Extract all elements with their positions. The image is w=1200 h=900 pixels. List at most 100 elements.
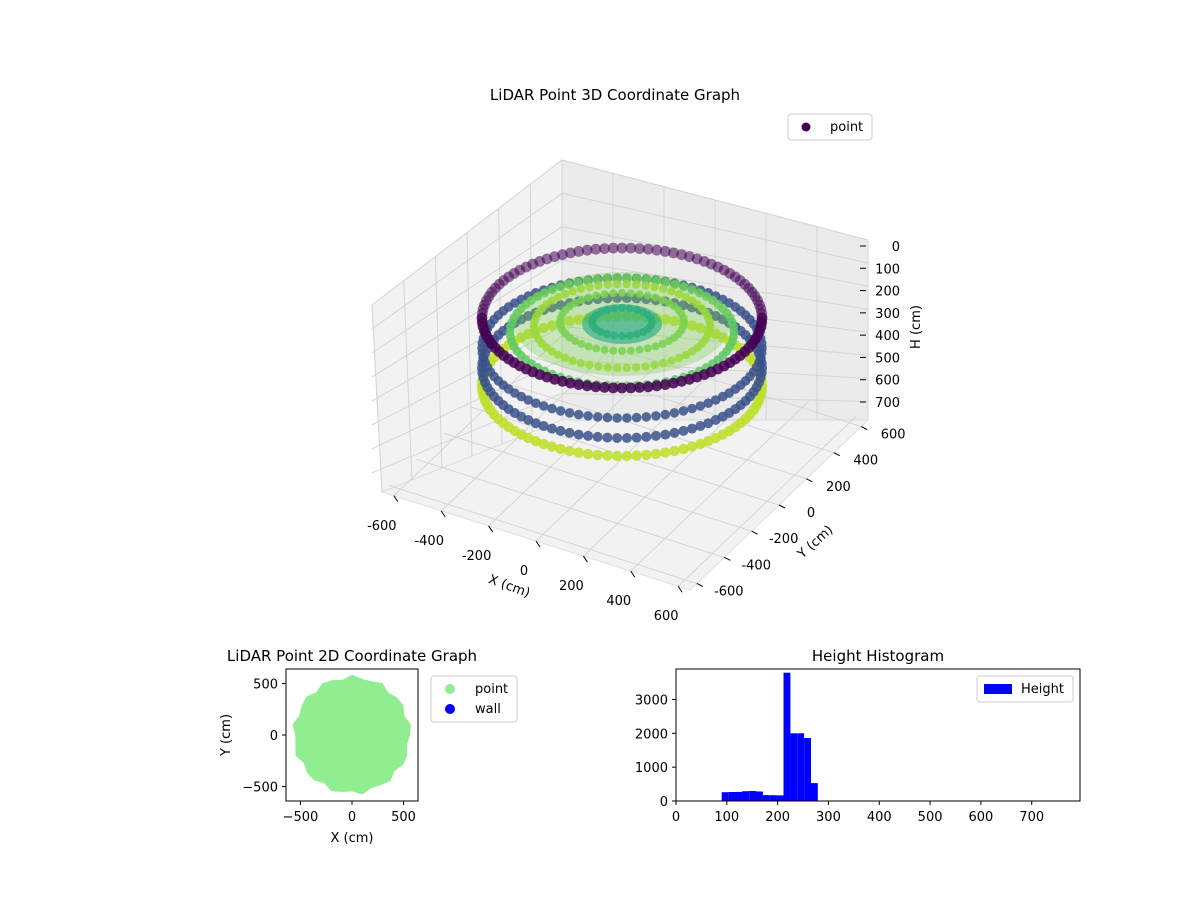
grid-line-leftwall-2 [434, 256, 443, 469]
x-tick-mark-0 [393, 495, 399, 503]
hist-x-tick-label-0: 0 [672, 810, 680, 825]
point-3d-546 [659, 246, 671, 257]
point-3d-15 [686, 441, 698, 452]
point-3d-407 [635, 345, 644, 354]
histogram-bar-3 [742, 791, 750, 801]
grid-line-z-left-2 [371, 226, 563, 354]
point-3d-378 [568, 287, 577, 296]
point-3d-105 [687, 423, 697, 434]
x-tick-mark-1 [440, 510, 446, 518]
point-3d-377 [560, 289, 570, 299]
x2d-tick-label-1: 0 [348, 810, 356, 825]
histogram-bar-2 [735, 791, 743, 801]
point-3d-203 [612, 413, 622, 423]
hist-y-tick-label-0: 0 [660, 795, 668, 810]
point-3d-102 [710, 415, 721, 425]
point-3d-381 [594, 281, 603, 290]
x-tick-mark-6 [677, 585, 683, 593]
point-3d-410 [609, 346, 618, 355]
y2d-tick-label-0: −500 [242, 781, 278, 796]
point-3d-118 [564, 427, 575, 438]
point-3d-106 [678, 425, 689, 436]
x-tick-label-6: 600 [654, 609, 679, 624]
chart-3d-points [476, 242, 768, 462]
grid-line-z-left-4 [371, 292, 563, 402]
histogram-legend-label: Height [1021, 682, 1064, 697]
grid-line-z-left-7 [371, 392, 563, 474]
point-3d-73 [669, 315, 680, 327]
hist-x-tick-label-2: 200 [765, 810, 790, 825]
point-3d-489 [634, 382, 645, 393]
point-3d-385 [632, 280, 641, 289]
histogram-bar-6 [762, 795, 770, 801]
point-3d-427 [584, 293, 593, 302]
chart-2d: LiDAR Point 2D Coordinate Graph −500 0 500… [219, 647, 518, 846]
x-tick-label-3: 0 [520, 564, 528, 579]
point-3d-316 [555, 282, 565, 292]
point-3d-492 [607, 382, 619, 394]
point-3d-62 [564, 315, 575, 327]
point-3d-center-fill [582, 304, 662, 344]
chart-3d-legend: point [787, 113, 873, 141]
point-3d-210 [547, 403, 557, 414]
point-3d-542 [625, 242, 637, 254]
y-tick-label-0: -600 [714, 584, 744, 599]
point-3d-360 [568, 356, 577, 365]
point-3d-485 [668, 377, 679, 389]
chart-3d-legend-label: point [830, 120, 863, 135]
point-3d-494 [590, 381, 602, 393]
point-3d-543 [634, 243, 645, 255]
point-3d-491 [616, 382, 628, 394]
point-3d-314 [540, 288, 550, 298]
histogram-legend-frame [976, 675, 1074, 703]
hist-x-tick-label-4: 400 [867, 810, 892, 825]
y2d-tick-label-2: 500 [253, 677, 278, 692]
x-tick-mark-2 [488, 525, 494, 533]
point-3d-348 [674, 353, 684, 363]
point-3d-117 [573, 429, 584, 440]
point-3d-26 [582, 448, 594, 460]
point-3d-122 [530, 418, 541, 429]
histogram-legend-swatch [984, 684, 1012, 694]
x-tick-label-0: -600 [367, 519, 397, 534]
point-3d-76 [695, 322, 706, 334]
point-3d-495 [581, 380, 593, 392]
z-tick-label-6: 600 [875, 374, 900, 389]
point-3d-111 [631, 432, 642, 443]
point-3d-75 [686, 320, 698, 331]
chart-2d-legend-wall-marker [445, 704, 455, 714]
point-3d-433 [635, 290, 644, 299]
point-3d-412 [592, 344, 601, 353]
z-tick-label-5: 500 [875, 351, 900, 366]
y-tick-label-5: 400 [853, 454, 878, 469]
point-3d-29 [555, 443, 566, 455]
point-3d-358 [585, 360, 594, 370]
chart-2d-xlabel: X (cm) [331, 831, 374, 846]
y-tick-mark-5 [833, 452, 840, 457]
point-3d-205 [592, 412, 603, 422]
grid-line-z-back-3 [561, 259, 869, 310]
chart-3d-title: LiDAR Point 3D Coordinate Graph [490, 86, 740, 104]
z-tick-label-7: 700 [875, 396, 900, 411]
x-tick-label-2: -200 [462, 549, 492, 564]
point-3d-20 [641, 449, 652, 461]
y-tick-label-4: 200 [826, 480, 851, 495]
grid-line-z-left-3 [371, 259, 563, 378]
point-3d-207 [573, 409, 584, 420]
point-3d-486 [659, 379, 671, 390]
hist-x-tick-label-5: 500 [918, 810, 943, 825]
point-3d-120 [547, 423, 557, 434]
point-3d-21 [631, 450, 642, 461]
point-3d-195 [687, 403, 697, 414]
point-3d-408 [626, 346, 635, 355]
point-3d-114 [602, 432, 613, 443]
point-3d-375 [547, 296, 557, 305]
y-tick-label-3: 0 [807, 506, 815, 521]
point-3d-403 [664, 337, 673, 345]
grid-line-y-4 [498, 380, 807, 480]
point-3d-209 [555, 406, 566, 416]
point-3d-331 [694, 288, 704, 298]
point-3d-327 [661, 277, 671, 287]
point-3d-109 [650, 430, 661, 441]
point-3d-565 [756, 308, 768, 319]
